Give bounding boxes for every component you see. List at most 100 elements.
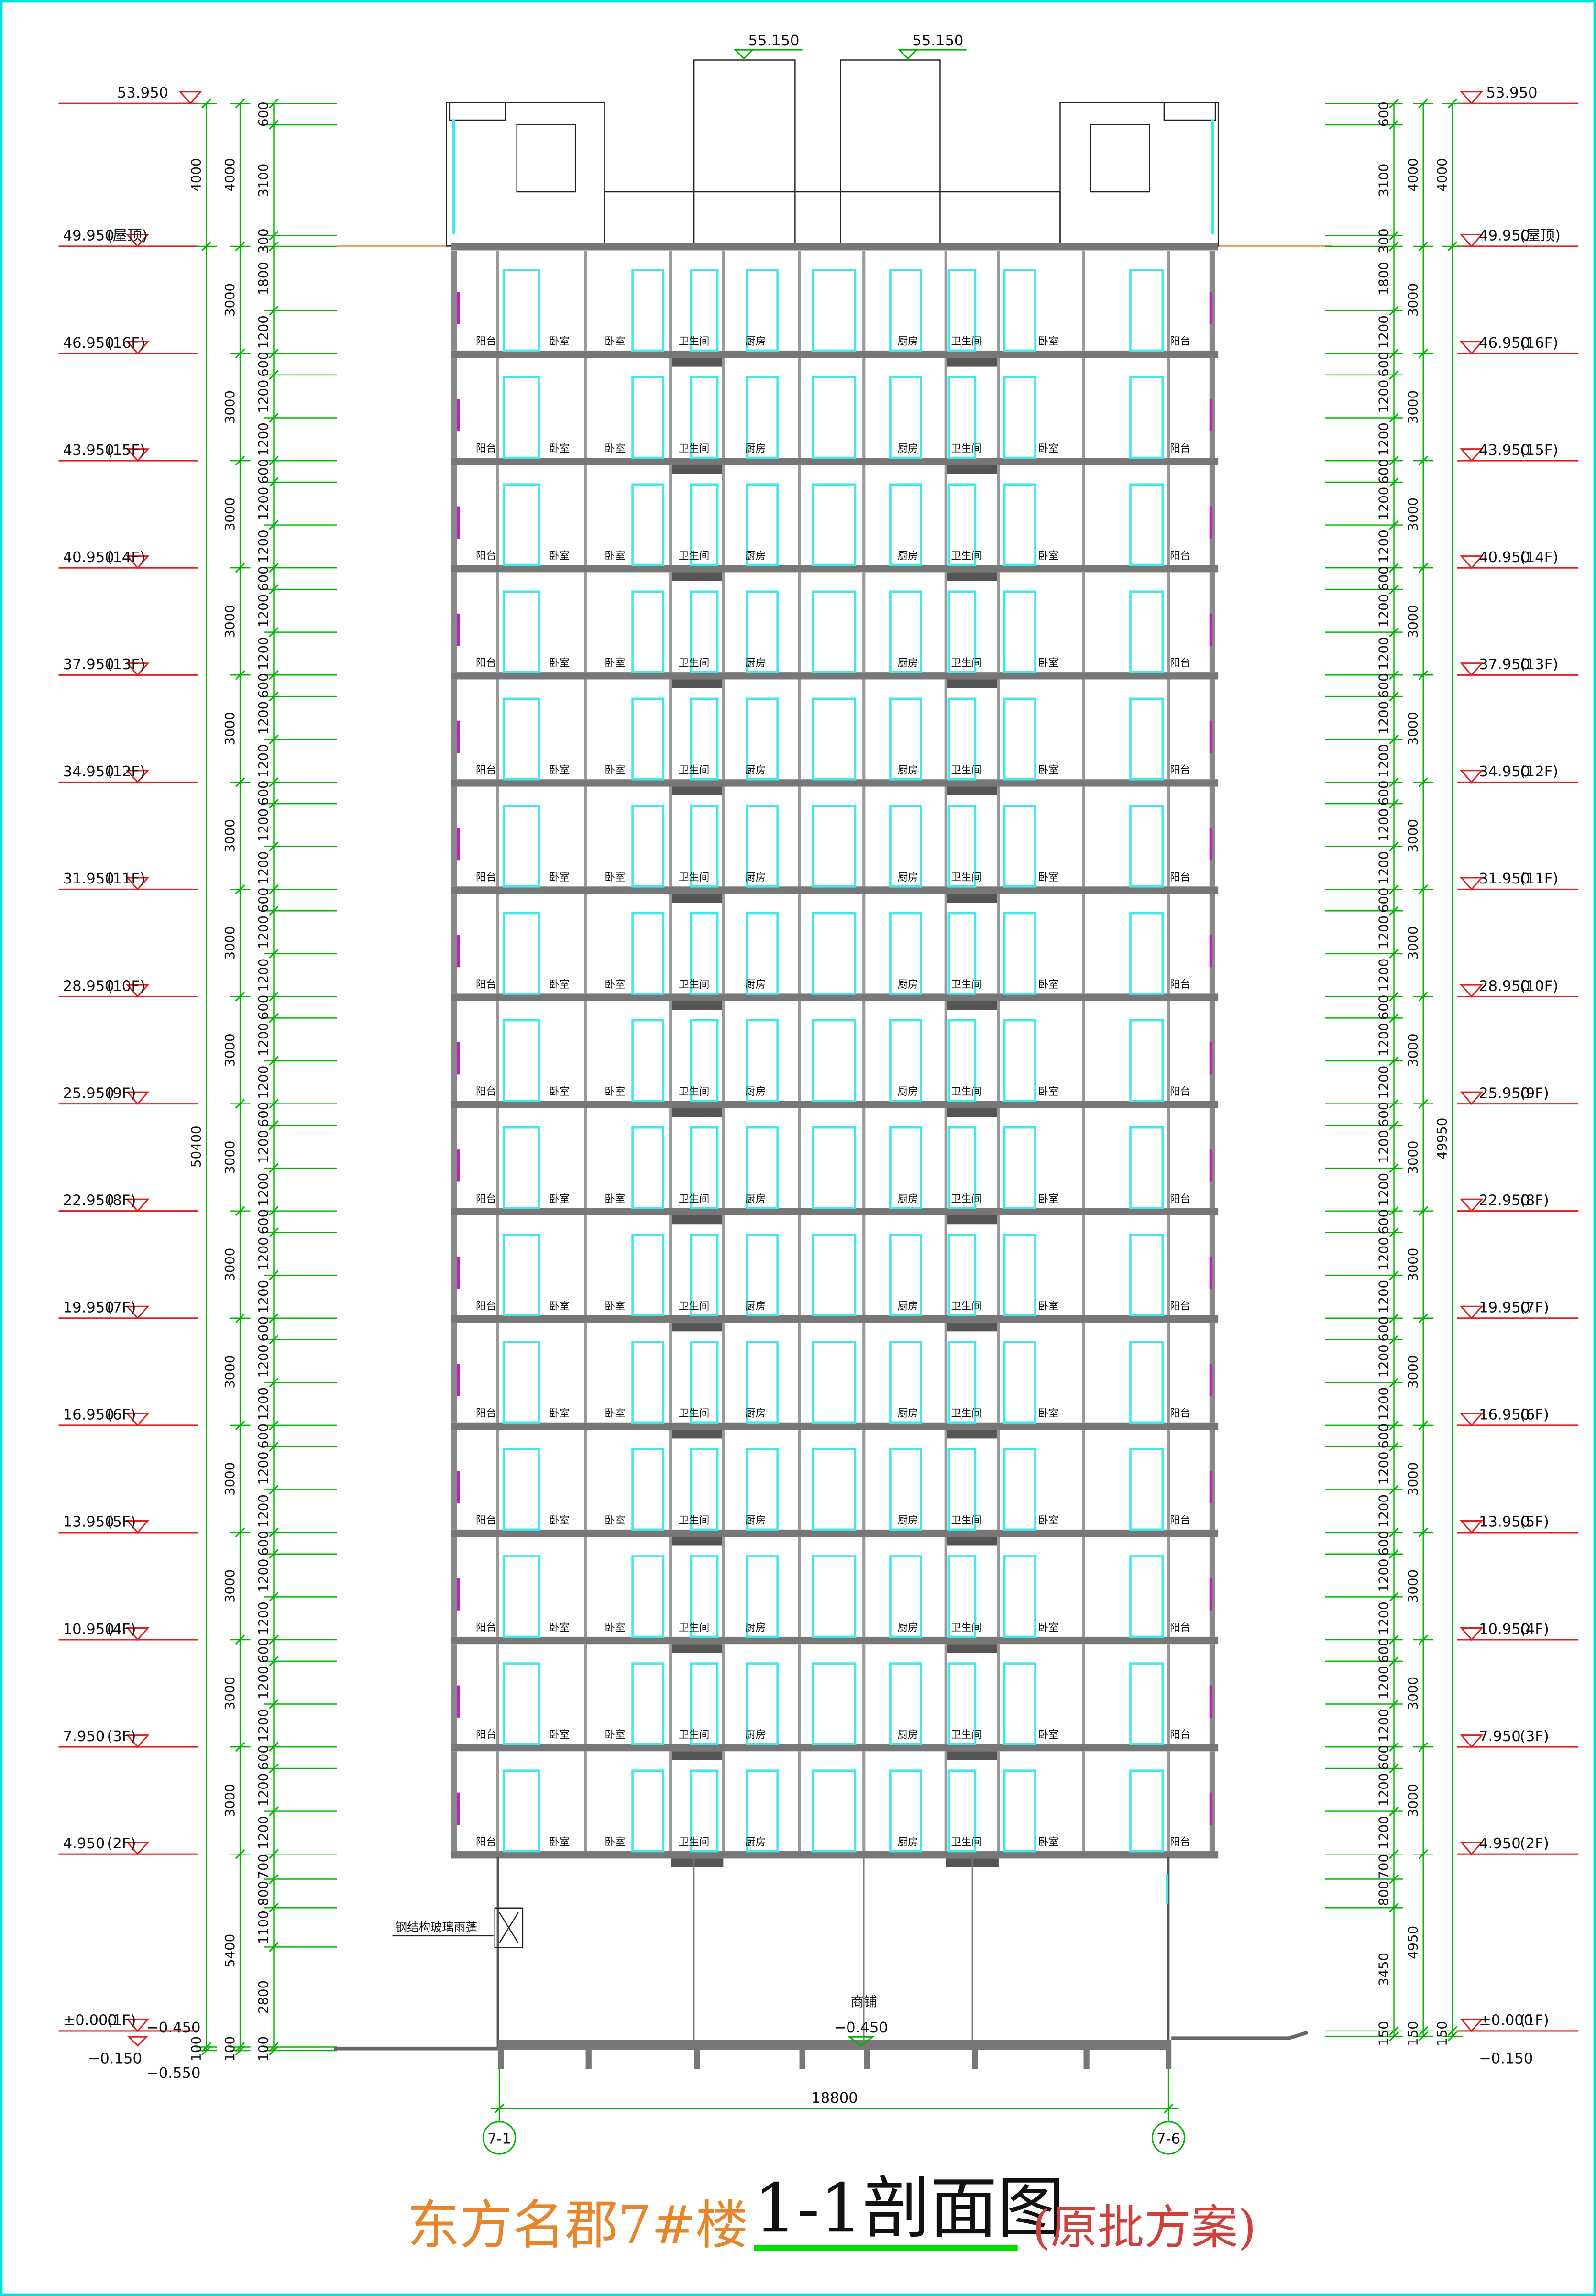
level-mark <box>1459 877 1484 891</box>
room-label: 卧室 <box>1038 550 1059 562</box>
axis-bubble <box>1151 2121 1186 2155</box>
edge-wall <box>451 679 457 780</box>
beam <box>946 1751 999 1760</box>
dim-label: 1200 <box>1376 637 1391 670</box>
slab <box>451 672 1219 680</box>
opening <box>746 1233 779 1316</box>
room-label: 阳台 <box>476 550 496 562</box>
opening <box>947 1233 977 1316</box>
level-mark <box>125 1627 150 1641</box>
room-label: 卧室 <box>549 979 570 991</box>
room-label: 卫生间 <box>951 336 981 348</box>
opening <box>746 1769 779 1853</box>
opening <box>1003 1019 1036 1102</box>
level-label: 16.950 <box>63 1407 114 1424</box>
room-label: 厨房 <box>745 764 766 776</box>
opening <box>947 805 977 888</box>
dim-label: 3000 <box>1405 1248 1420 1281</box>
room-label: 阳台 <box>1170 872 1190 883</box>
opening <box>947 1341 977 1424</box>
room-label: 卫生间 <box>951 1086 981 1098</box>
dim-label: 1200 <box>1376 744 1391 777</box>
opening <box>889 1555 922 1638</box>
room-label: 卫生间 <box>679 1515 709 1527</box>
room-label: 卧室 <box>605 1407 625 1419</box>
column <box>799 2050 805 2069</box>
room-label: 卧室 <box>605 872 625 883</box>
dim-label: 600 <box>256 995 271 1020</box>
level-label: ±0.000 <box>63 2012 117 2029</box>
level-label: 10.950 <box>1479 1621 1530 1638</box>
opening <box>502 376 540 459</box>
level-label: 16.950 <box>1479 1407 1530 1424</box>
level-floor: (4F) <box>107 1621 136 1638</box>
room-label: 卫生间 <box>951 979 981 991</box>
room-label: 卧室 <box>549 443 570 455</box>
opening <box>1003 1555 1036 1638</box>
beam <box>671 1751 724 1760</box>
opening <box>947 1126 977 1209</box>
dim-label: 150 <box>1435 2021 1450 2046</box>
dim-label: 600 <box>1376 1745 1391 1770</box>
edge-wall <box>451 1322 457 1423</box>
edge-wall <box>451 358 457 458</box>
dim-label: 600 <box>256 1316 271 1342</box>
opening <box>1003 269 1036 352</box>
opening <box>690 805 719 888</box>
opening <box>889 805 922 888</box>
opening <box>889 483 922 566</box>
dim-label: 4000 <box>222 158 238 192</box>
opening <box>746 483 779 566</box>
beam <box>946 1108 999 1117</box>
opening <box>746 805 779 888</box>
opening <box>947 912 977 995</box>
dim-label: 600 <box>1376 1424 1391 1449</box>
beam <box>671 465 724 474</box>
room-label: 厨房 <box>898 550 918 562</box>
dim-label: 300 <box>256 228 271 254</box>
level-label: 34.950 <box>1479 763 1530 780</box>
room-label: 卫生间 <box>679 764 709 776</box>
room-label: 卫生间 <box>679 336 709 348</box>
opening <box>811 590 857 673</box>
opening <box>690 1555 719 1638</box>
room-label: 卫生间 <box>951 1407 981 1419</box>
dim-label: 3000 <box>222 497 238 531</box>
room-label: 卫生间 <box>679 1407 709 1419</box>
opening <box>502 1769 540 1853</box>
column <box>972 2050 979 2069</box>
opening <box>1003 1448 1036 1531</box>
beam <box>946 894 999 903</box>
room-label: 卫生间 <box>679 872 709 883</box>
dim-label: 1200 <box>256 422 271 456</box>
opening <box>502 1662 540 1745</box>
dim-label: 600 <box>1376 1102 1391 1127</box>
dim-label: 600 <box>256 1638 271 1663</box>
opening <box>947 1662 977 1745</box>
dim-label: 1200 <box>256 594 271 628</box>
edge-wall <box>451 1537 457 1637</box>
opening <box>889 1126 922 1209</box>
dim-label: 3000 <box>1405 1569 1420 1603</box>
level-label: −0.550 <box>146 2065 200 2082</box>
column <box>864 2050 870 2069</box>
room-label: 阳台 <box>1170 657 1190 669</box>
level-label: 25.950 <box>63 1085 114 1102</box>
room-label: 阳台 <box>1170 1086 1190 1098</box>
level-mark <box>125 770 150 784</box>
opening <box>631 1662 665 1745</box>
column <box>1083 2050 1090 2069</box>
room-label: 卫生间 <box>679 443 709 455</box>
opening <box>811 697 857 781</box>
dim-label: 1200 <box>1376 1023 1391 1056</box>
beam <box>946 465 999 474</box>
room-label: 卧室 <box>605 1300 625 1312</box>
level-floor: (屋顶) <box>1520 228 1561 244</box>
dim-label: 3000 <box>1405 1677 1420 1710</box>
room-label: 阳台 <box>1170 550 1190 562</box>
room-label: 卧室 <box>549 1729 570 1741</box>
room-label: 卧室 <box>605 550 625 562</box>
dim-label: 3000 <box>1405 390 1420 424</box>
dim-label: 1200 <box>256 1773 271 1807</box>
dim-label: 3100 <box>1376 164 1391 197</box>
